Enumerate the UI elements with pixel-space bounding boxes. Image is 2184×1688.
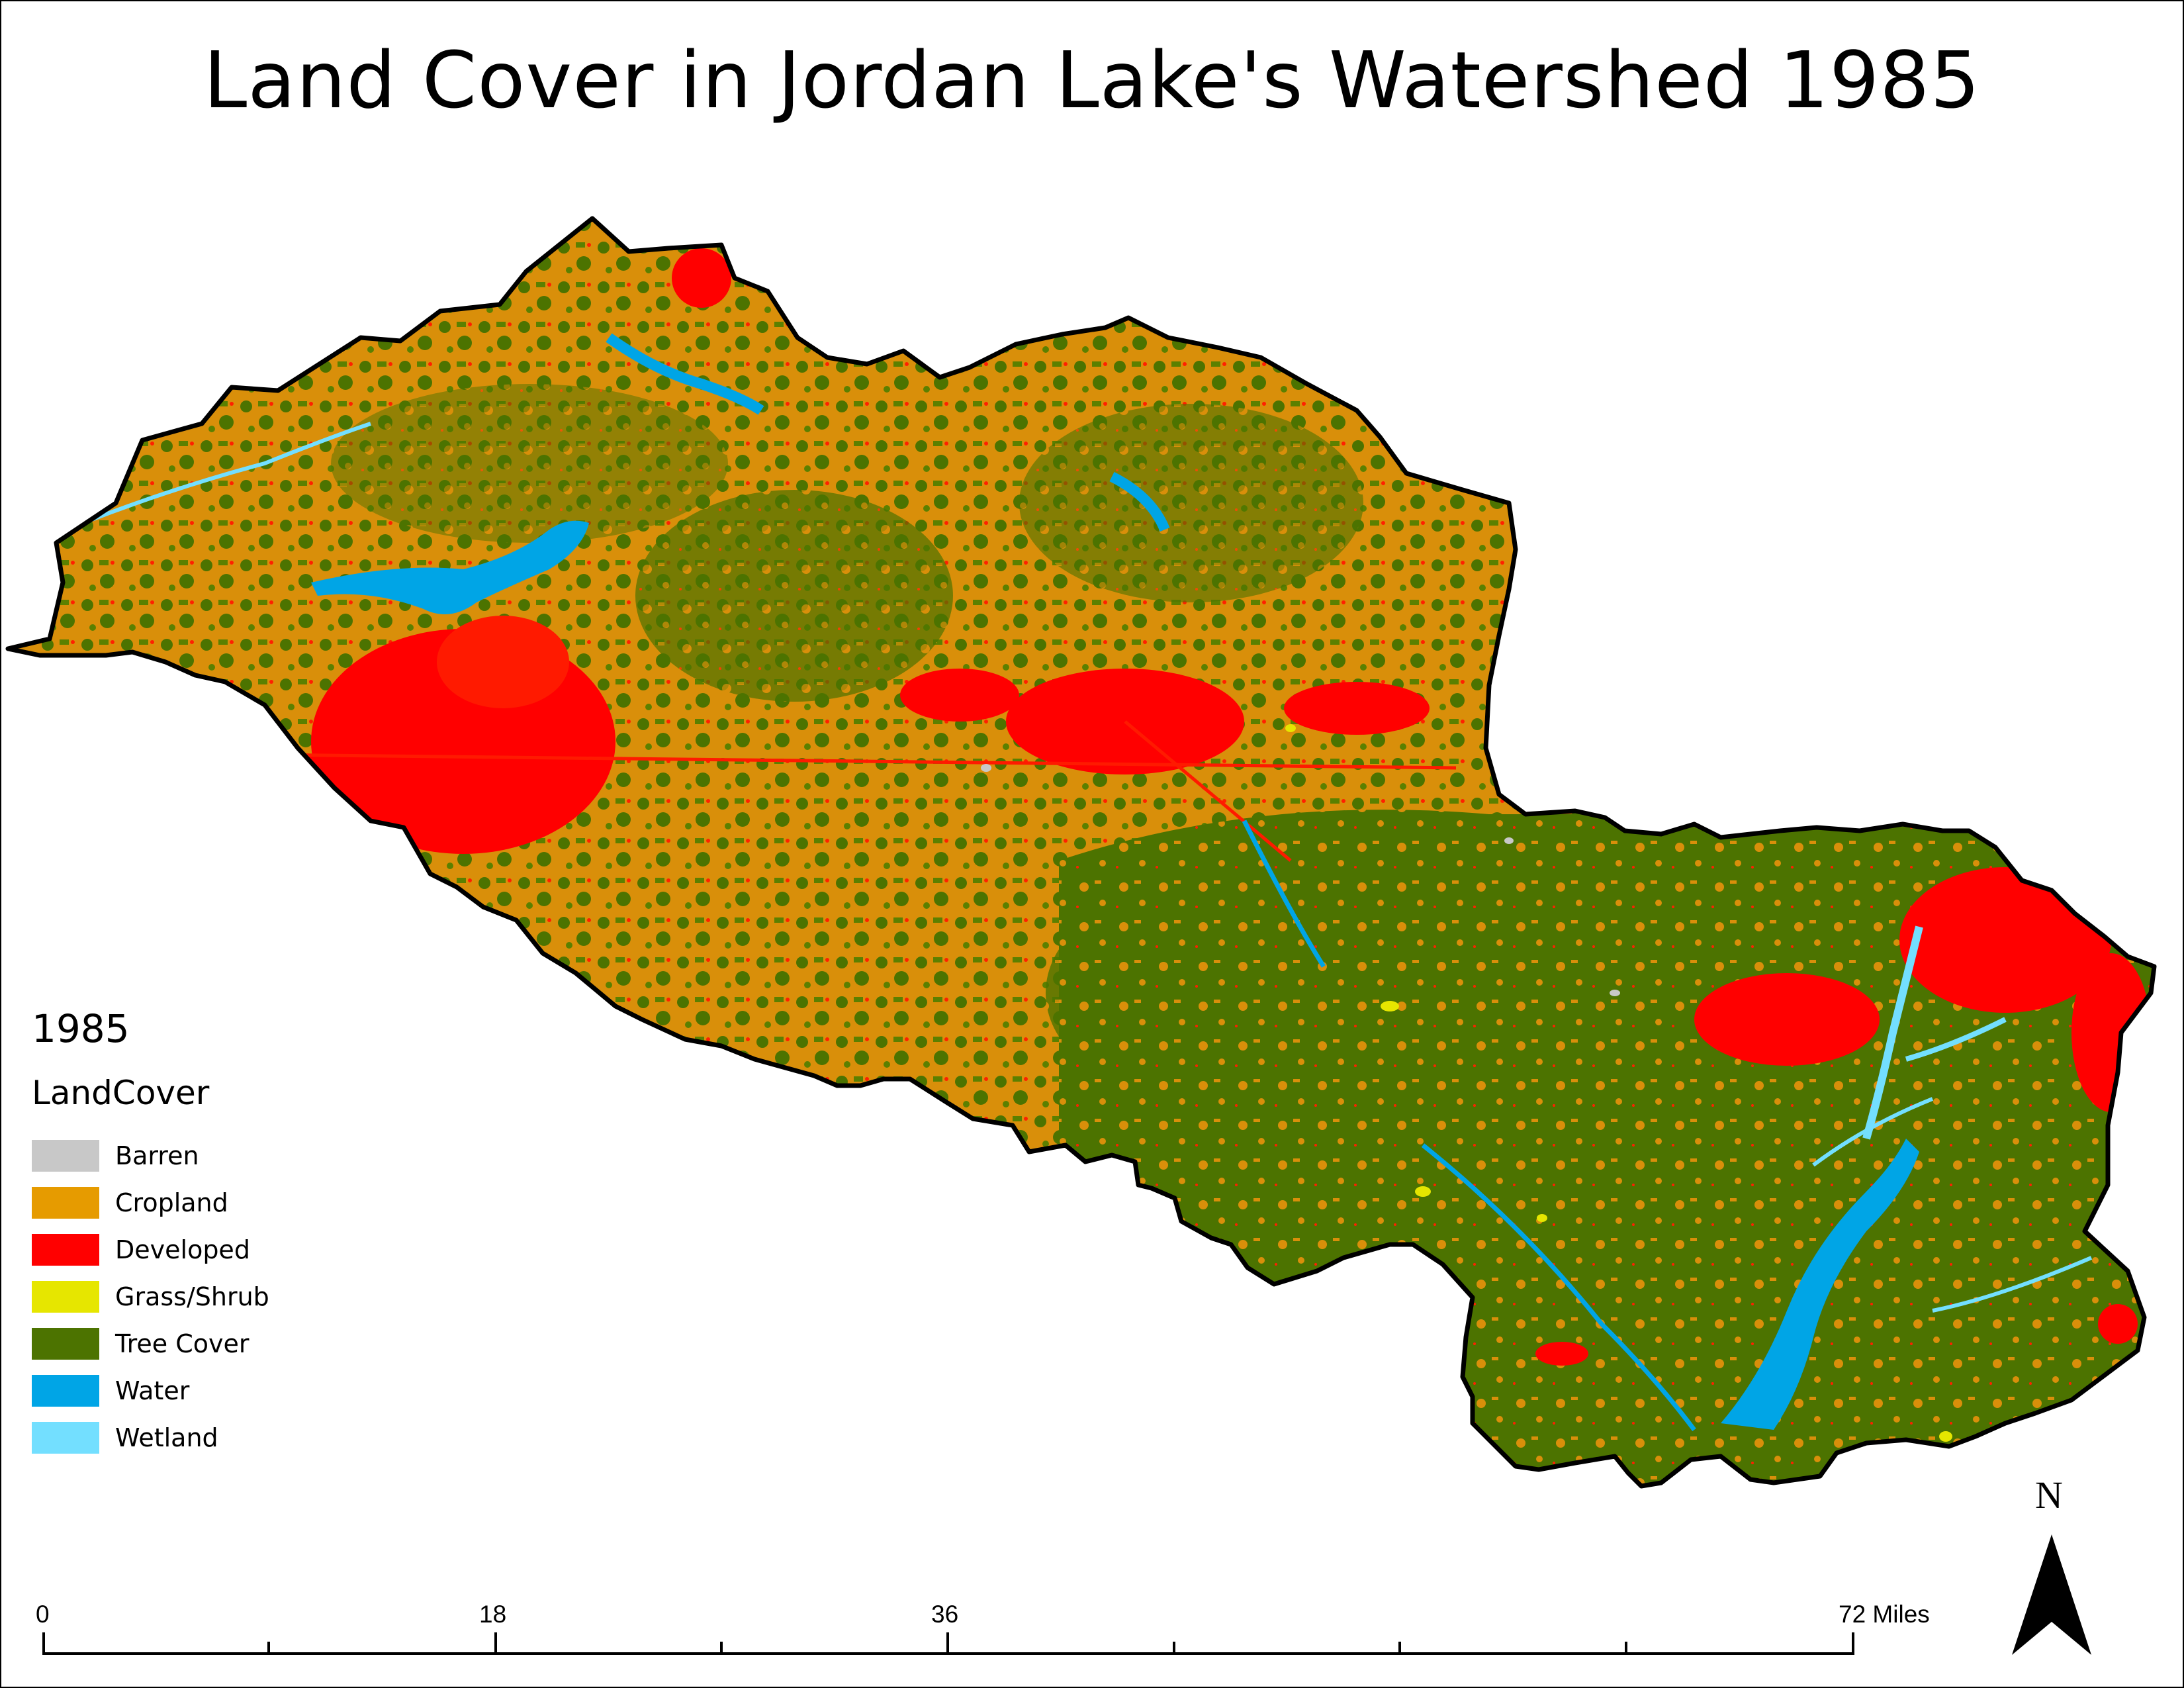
- legend-field-name: LandCover: [32, 1074, 210, 1112]
- legend-swatch: [32, 1421, 99, 1454]
- legend-item-barren: Barren: [32, 1132, 269, 1179]
- water-bodies: [311, 333, 1919, 1432]
- legend-label: Water: [115, 1376, 190, 1405]
- legend-item-cropland: Cropland: [32, 1179, 269, 1226]
- legend-item-grass-shrub: Grass/Shrub: [32, 1273, 269, 1320]
- legend-label: Cropland: [115, 1188, 228, 1217]
- legend-label: Tree Cover: [115, 1329, 250, 1358]
- legend-label: Wetland: [115, 1423, 218, 1452]
- map-title: Land Cover in Jordan Lake's Watershed 19…: [203, 34, 1981, 126]
- legend-swatch: [32, 1280, 99, 1313]
- scale-label-0: 0: [36, 1601, 50, 1628]
- scale-label-72-miles: 72 Miles: [1839, 1601, 1930, 1628]
- north-arrow-icon: [2012, 1534, 2091, 1655]
- wetland-areas: [65, 422, 2093, 1313]
- legend-items: Barren Cropland Developed Grass/Shrub Tree C…: [32, 1132, 269, 1461]
- legend-item-wetland: Wetland: [32, 1414, 269, 1461]
- legend-item-water: Water: [32, 1367, 269, 1414]
- legend-label: Barren: [115, 1141, 199, 1170]
- legend-year: 1985: [32, 1006, 130, 1051]
- grass-shrub-patches: [1285, 724, 1952, 1442]
- scale-label-36: 36: [931, 1601, 959, 1628]
- watershed-boundary: [5, 216, 2157, 1489]
- scale-label-18: 18: [479, 1601, 507, 1628]
- barren-patches: [981, 764, 1620, 996]
- legend-swatch: [32, 1374, 99, 1407]
- legend-swatch: [32, 1186, 99, 1219]
- legend-swatch: [32, 1327, 99, 1360]
- legend-item-tree-cover: Tree Cover: [32, 1320, 269, 1367]
- legend: 1985 LandCover Barren Cropland Developed Gr…: [32, 1006, 269, 1461]
- scale-bar: [42, 1632, 1854, 1655]
- land-cover-raster: [8, 218, 2154, 1486]
- legend-swatch: [32, 1233, 99, 1266]
- legend-swatch: [32, 1139, 99, 1172]
- legend-label: Grass/Shrub: [115, 1282, 269, 1311]
- north-label: N: [2035, 1474, 2063, 1517]
- legend-item-developed: Developed: [32, 1226, 269, 1273]
- legend-label: Developed: [115, 1235, 250, 1264]
